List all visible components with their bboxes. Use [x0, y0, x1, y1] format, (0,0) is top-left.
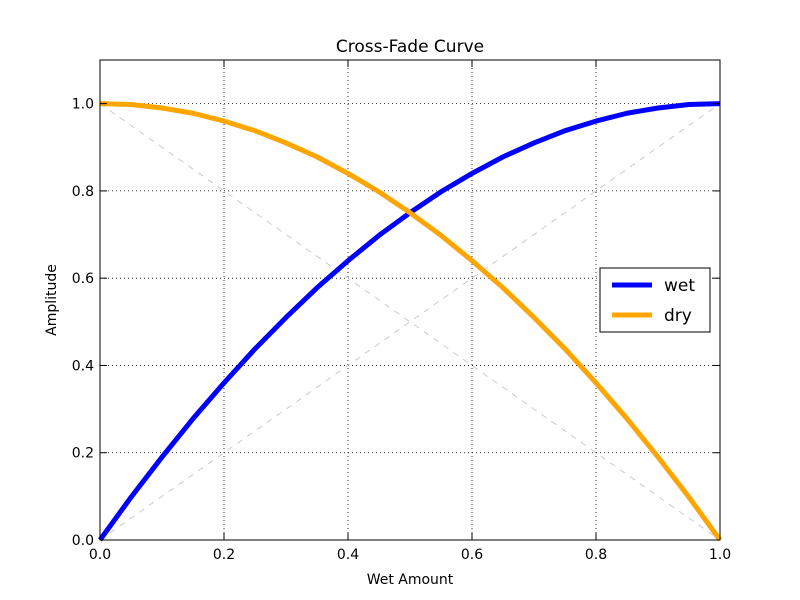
y-axis-label: Amplitude — [44, 264, 60, 336]
x-tick-label: 0.4 — [337, 547, 359, 563]
chart-title: Cross-Fade Curve — [336, 37, 484, 57]
y-tick-label: 0.6 — [72, 271, 94, 287]
x-axis-label: Wet Amount — [367, 572, 454, 588]
x-tick-label: 1.0 — [709, 547, 731, 563]
y-tick-label: 0.2 — [72, 446, 94, 462]
series-line-dry — [99, 101, 723, 542]
plot-frame — [99, 59, 721, 541]
x-tick-label: 0.6 — [461, 547, 483, 563]
legend-label-wet: wet — [664, 276, 695, 296]
x-tick-label: 0.2 — [213, 547, 235, 563]
x-tick-label: 0.8 — [585, 547, 607, 563]
y-tick-label: 0.4 — [72, 358, 94, 374]
legend-label-dry: dry — [664, 306, 692, 326]
y-tick-label: 0.0 — [72, 533, 94, 549]
y-tick-label: 1.0 — [72, 97, 94, 113]
x-tick-label: 0.0 — [89, 547, 111, 563]
legend: wet dry — [599, 267, 711, 333]
series-lines — [97, 101, 723, 542]
axis-ticks: 0.0 0.2 0.4 0.6 0.8 1.0 0.0 0.2 0.4 0.6 0.8 1.0 — [72, 60, 731, 563]
legend-box — [599, 267, 711, 333]
y-tick-label: 0.8 — [72, 184, 94, 200]
